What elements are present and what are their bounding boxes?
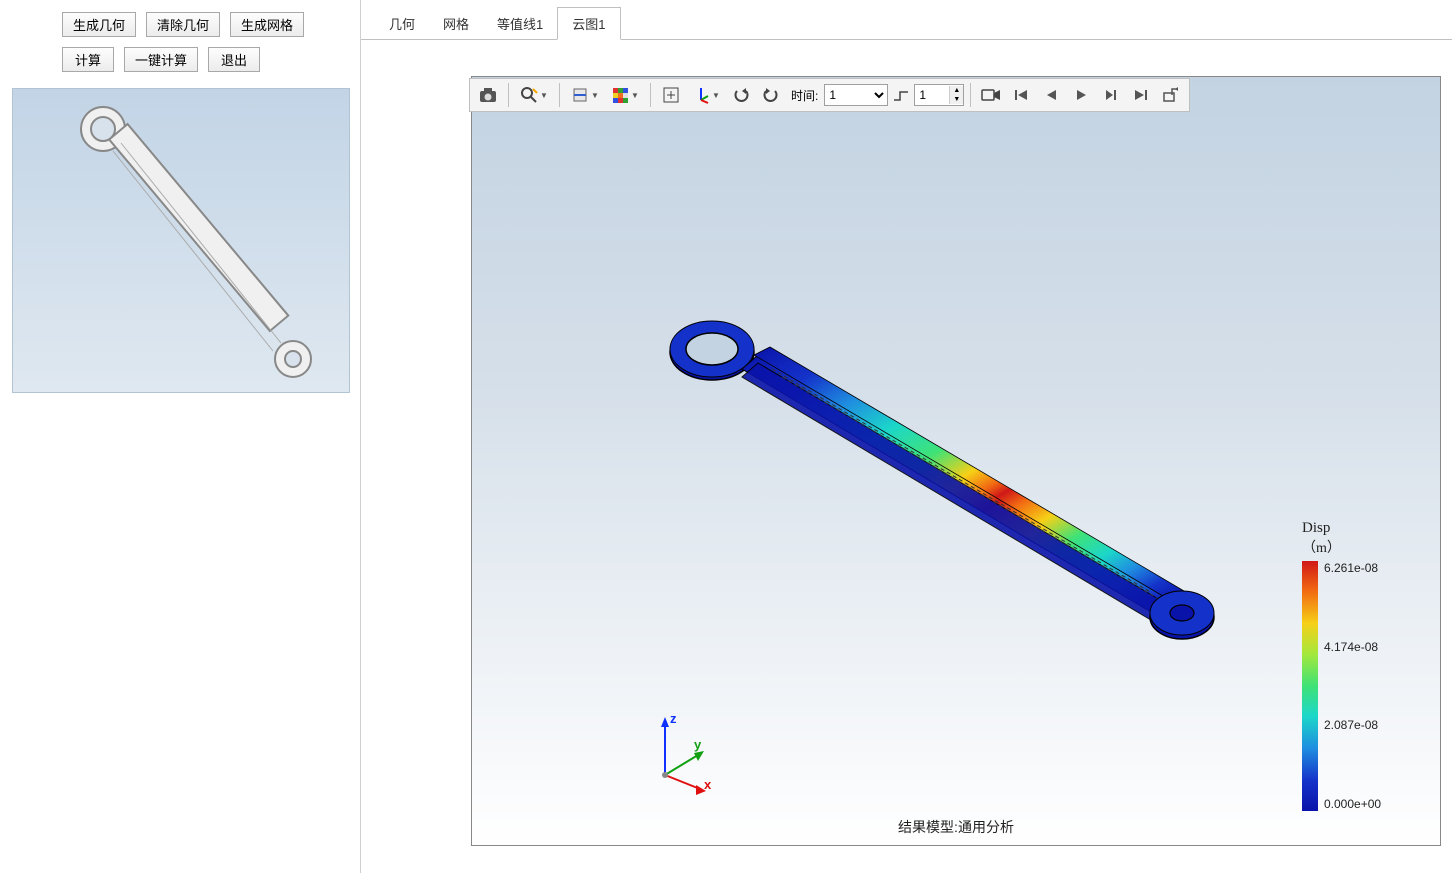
tab-contour[interactable]: 云图1 — [557, 7, 620, 40]
legend-colorbar — [1302, 561, 1318, 811]
generate-geometry-button[interactable]: 生成几何 — [62, 12, 136, 37]
preview-part-icon — [13, 89, 351, 394]
one-click-calculate-button[interactable]: 一键计算 — [124, 47, 198, 72]
legend-tick: 0.000e+00 — [1324, 797, 1381, 811]
rotate-ccw-icon — [732, 86, 750, 104]
right-area: 几何 网格 等值线1 云图1 — [360, 0, 1452, 873]
record-button[interactable] — [977, 82, 1005, 108]
next-frame-button[interactable] — [1097, 82, 1125, 108]
magnifier-icon — [520, 86, 538, 104]
videocam-icon — [981, 87, 1001, 103]
first-frame-button[interactable] — [1007, 82, 1035, 108]
button-row-1: 生成几何 清除几何 生成网格 — [0, 0, 360, 37]
rotate-cw-icon — [762, 86, 780, 104]
legend-ticks: 6.261e-08 4.174e-08 2.087e-08 0.000e+00 — [1318, 561, 1381, 811]
camera-icon — [478, 86, 498, 104]
time-label: 时间: — [787, 87, 822, 104]
axis-view-dropdown[interactable]: ▼ — [687, 82, 725, 108]
tab-mesh[interactable]: 网格 — [429, 8, 483, 39]
result-canvas[interactable]: z y x 结果模型:通用分析 — [471, 76, 1441, 846]
svg-text:x: x — [704, 777, 712, 792]
step-forward-icon — [1103, 87, 1119, 103]
screenshot-button[interactable] — [474, 82, 502, 108]
clip-dropdown[interactable]: ▼ — [566, 82, 604, 108]
tab-bar: 几何 网格 等值线1 云图1 — [361, 0, 1452, 40]
legend: Disp （m） 6.261e-08 4.174e-08 2.087e-08 0… — [1302, 520, 1412, 811]
colormap-dropdown[interactable]: ▼ — [606, 82, 644, 108]
legend-unit: （m） — [1302, 537, 1412, 557]
orientation-triad-icon: z y x — [650, 705, 710, 785]
scale-icon — [892, 88, 910, 102]
legend-title: Disp — [1302, 520, 1412, 537]
skip-start-icon — [1013, 87, 1029, 103]
time-select[interactable]: 1 — [824, 84, 888, 106]
svg-text:y: y — [694, 737, 702, 752]
export-button[interactable] — [1157, 82, 1185, 108]
result-model-label: 结果模型:通用分析 — [898, 817, 1014, 837]
legend-tick: 6.261e-08 — [1324, 561, 1381, 575]
svg-text:z: z — [670, 711, 677, 726]
step-up-button[interactable]: ▲ — [949, 86, 963, 95]
exit-button[interactable]: 退出 — [208, 47, 260, 72]
step-input[interactable] — [915, 88, 949, 102]
clear-geometry-button[interactable]: 清除几何 — [146, 12, 220, 37]
rubik-icon — [611, 86, 629, 104]
legend-tick: 2.087e-08 — [1324, 718, 1381, 732]
fit-view-button[interactable] — [657, 82, 685, 108]
play-button[interactable] — [1067, 82, 1095, 108]
fit-icon — [662, 86, 680, 104]
export-icon — [1162, 87, 1180, 103]
button-row-2: 计算 一键计算 退出 — [0, 37, 360, 72]
xyz-icon — [692, 86, 710, 104]
legend-tick: 4.174e-08 — [1324, 640, 1381, 654]
zoom-dropdown[interactable]: ▼ — [515, 82, 553, 108]
rotate-cw-button[interactable] — [757, 82, 785, 108]
generate-mesh-button[interactable]: 生成网格 — [230, 12, 304, 37]
contour-model-icon — [472, 77, 1442, 847]
play-back-icon — [1043, 87, 1059, 103]
scale-button[interactable] — [890, 82, 912, 108]
rotate-ccw-button[interactable] — [727, 82, 755, 108]
step-down-button[interactable]: ▼ — [949, 95, 963, 104]
clip-icon — [571, 86, 589, 104]
geometry-preview — [12, 88, 350, 393]
calculate-button[interactable]: 计算 — [62, 47, 114, 72]
tab-geometry[interactable]: 几何 — [375, 8, 429, 39]
prev-frame-button[interactable] — [1037, 82, 1065, 108]
viewer-toolbar: ▼ ▼ ▼ ▼ 时间: 1 — [469, 78, 1190, 112]
last-frame-button[interactable] — [1127, 82, 1155, 108]
play-icon — [1073, 87, 1089, 103]
step-spinner[interactable]: ▲ ▼ — [914, 84, 964, 106]
skip-end-icon — [1133, 87, 1149, 103]
left-panel: 生成几何 清除几何 生成网格 计算 一键计算 退出 — [0, 0, 360, 873]
tab-isoline[interactable]: 等值线1 — [483, 8, 557, 39]
